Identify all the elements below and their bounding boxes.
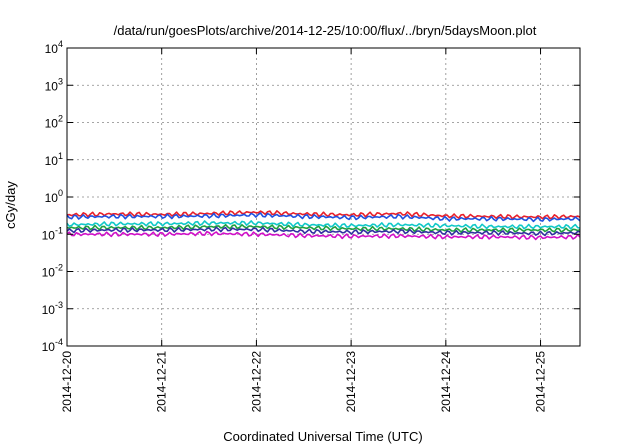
series-line	[66, 223, 581, 233]
y-tick-label: 104	[45, 39, 63, 56]
x-tick-label: 2014-12-23	[344, 351, 358, 413]
y-tick-label: 10-4	[42, 337, 63, 354]
y-tick-label: 100	[45, 188, 63, 205]
series-line	[66, 230, 581, 241]
x-tick-label: 2014-12-22	[249, 351, 263, 413]
y-tick-label: 10-3	[42, 300, 63, 317]
x-tick-label: 2014-12-24	[439, 351, 453, 413]
y-axis-ticks: 10-4 10-3 10-2 10-1 100 101 102 103 104	[42, 39, 580, 354]
y-tick-label: 10-2	[42, 263, 63, 280]
series-line	[66, 220, 581, 230]
y-axis-label: cGy/day	[3, 181, 18, 229]
series-line	[66, 210, 581, 220]
x-axis-ticks: 2014-12-20 2014-12-21 2014-12-22 2014-12-23…	[60, 48, 548, 412]
y-tick-label: 103	[45, 76, 63, 93]
x-tick-label: 2014-12-20	[60, 351, 74, 413]
series-line	[66, 226, 581, 237]
y-tick-label: 10-1	[42, 225, 63, 242]
y-tick-label: 102	[45, 114, 63, 131]
x-axis-label: Coordinated Universal Time (UTC)	[223, 429, 422, 444]
x-tick-label: 2014-12-21	[155, 351, 169, 413]
series-line	[66, 212, 581, 223]
x-tick-label: 2014-12-25	[534, 351, 548, 413]
y-tick-label: 101	[45, 151, 63, 168]
series-layer	[66, 210, 581, 241]
grid-lines	[66, 48, 580, 346]
chart-title: /data/run/goesPlots/archive/2014-12-25/1…	[114, 23, 537, 38]
